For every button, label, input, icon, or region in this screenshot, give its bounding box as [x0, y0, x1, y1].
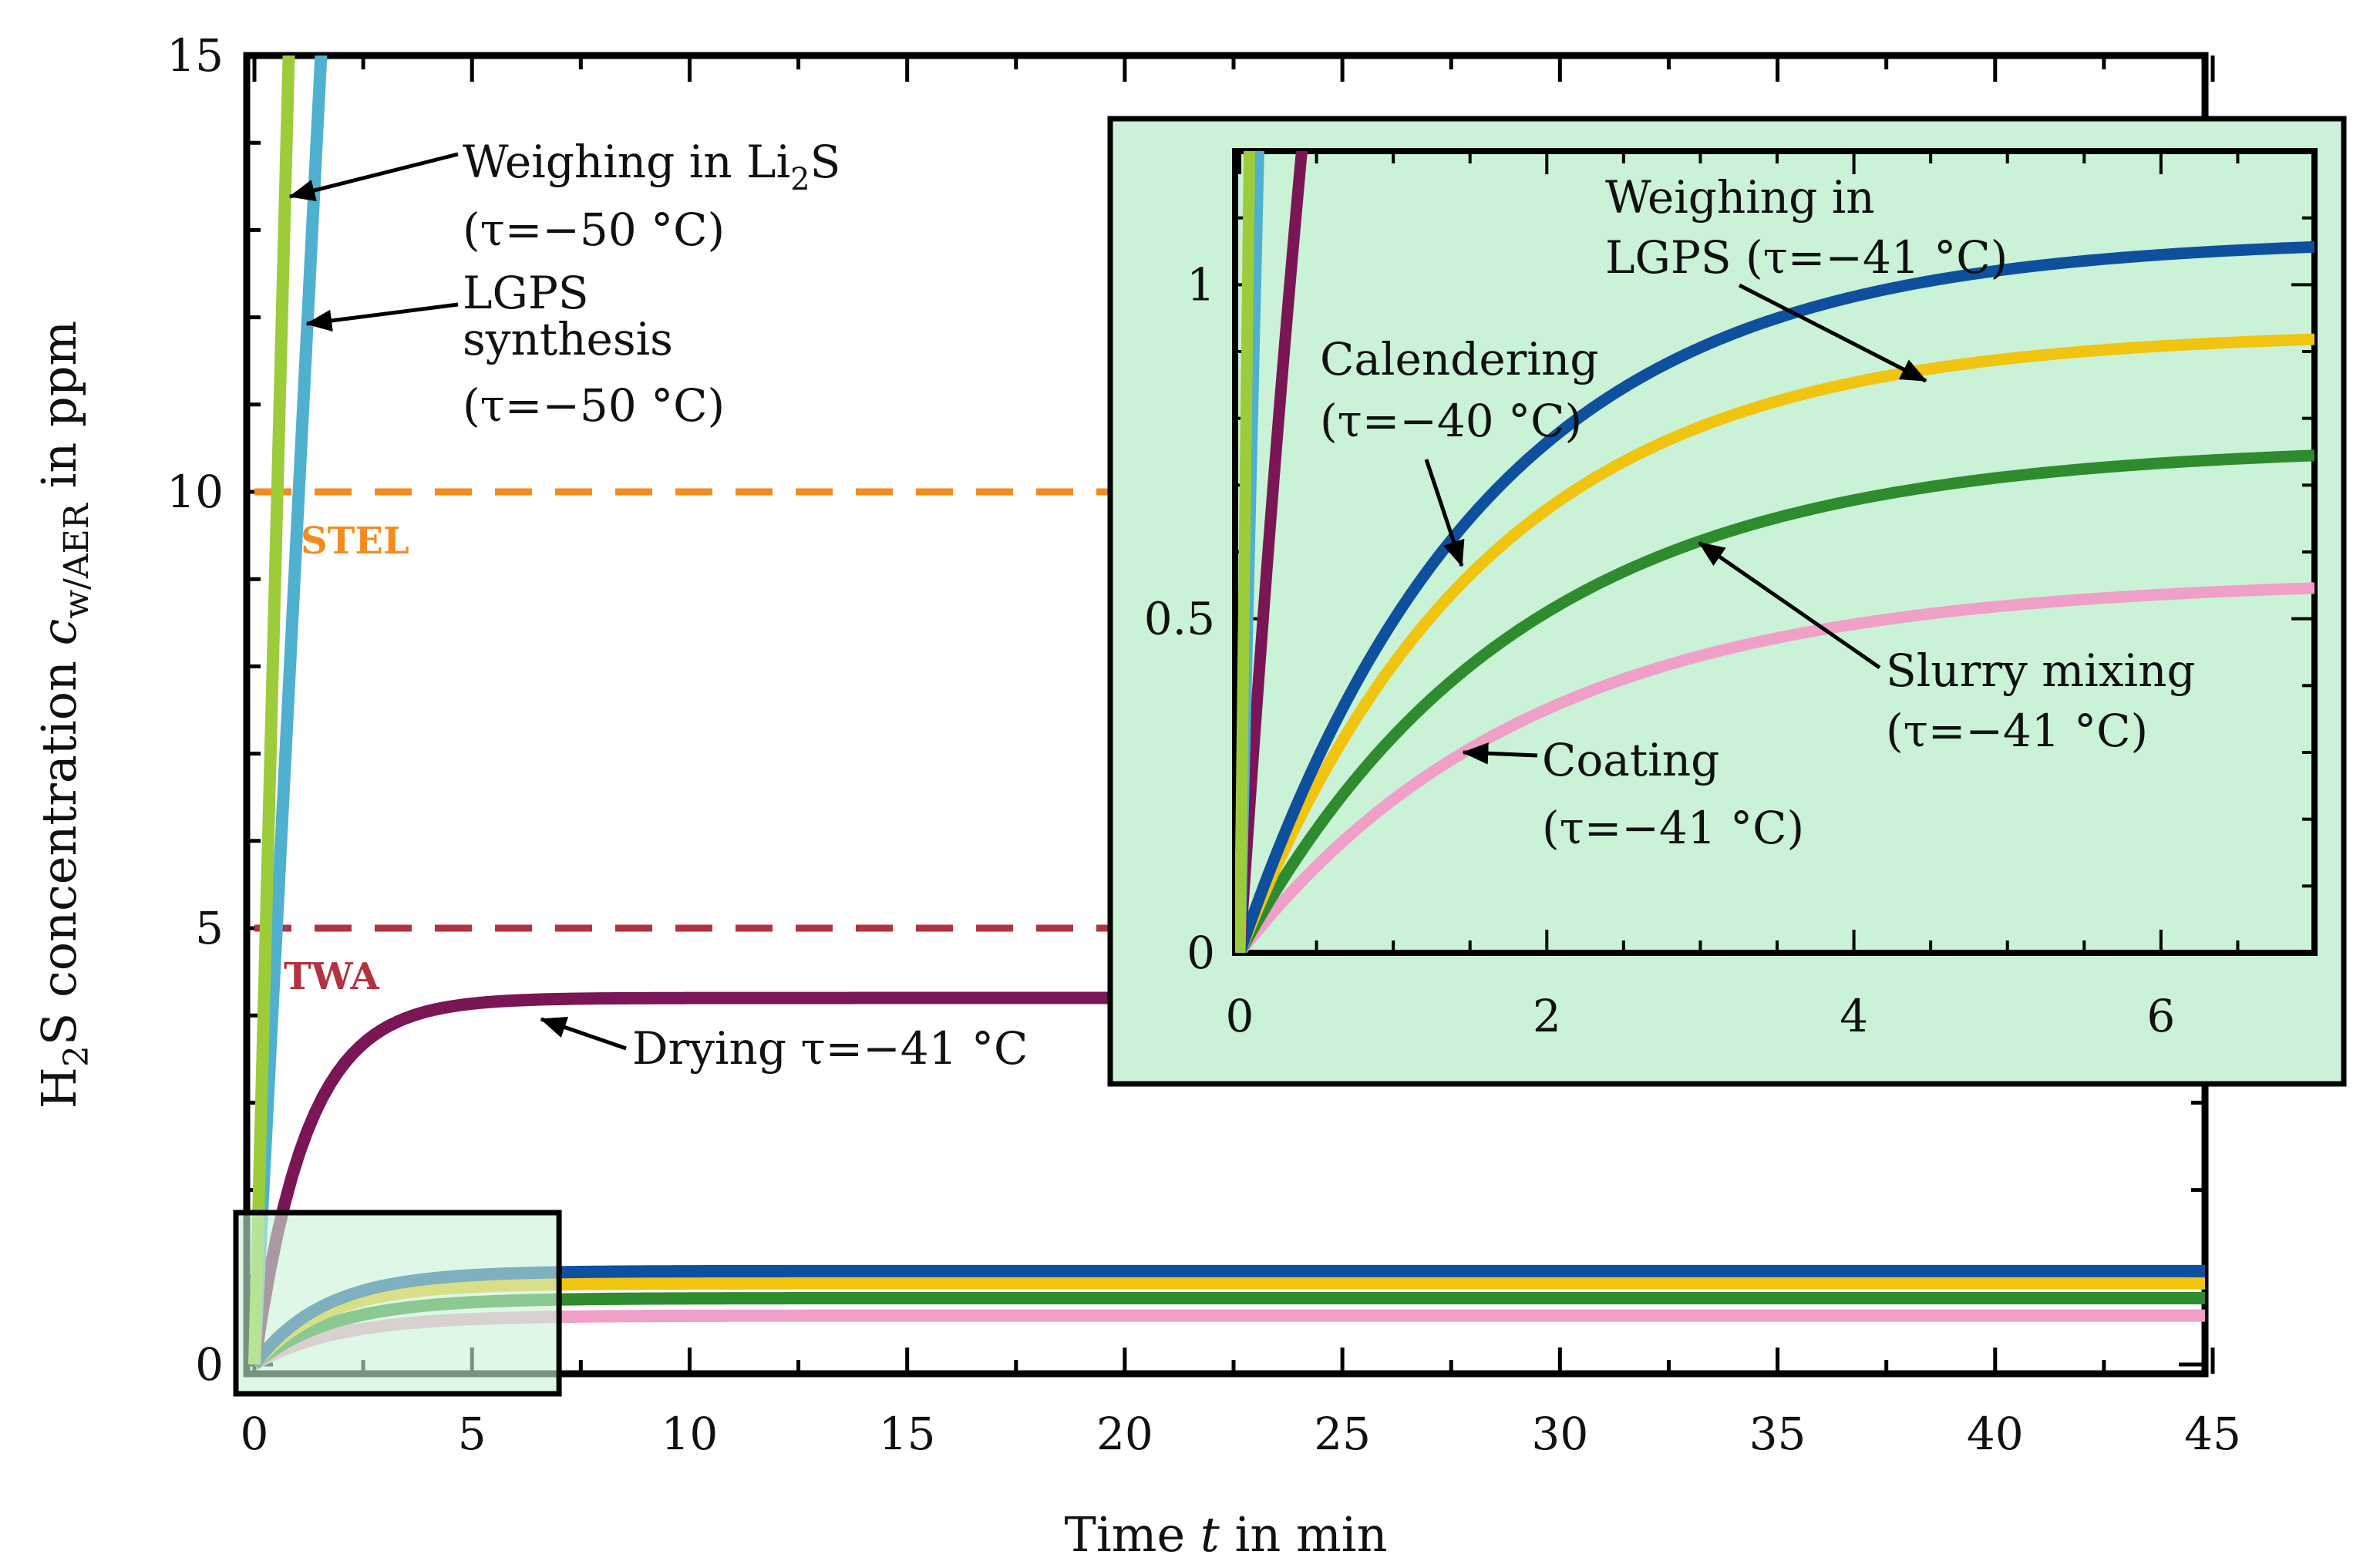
arrow-lgps-synthesis [305, 302, 459, 332]
inset-y-tick-label: 0.5 [1144, 593, 1215, 645]
inset-annotation-weighing-lgps-1: Weighing in [1605, 171, 1875, 224]
inset-x-tick-label: 2 [1533, 990, 1561, 1042]
annotation-lgps-synthesis-3: (τ=−50 °C) [463, 379, 725, 432]
y-tick-label: 5 [195, 902, 224, 954]
y-tick-label: 10 [167, 466, 224, 518]
x-tick-label: 20 [1096, 1408, 1153, 1460]
x-tick-label: 45 [2184, 1408, 2241, 1460]
inset-series-lines [1235, 151, 2314, 953]
inset-series-line-weighing-in-li2s [1235, 151, 1256, 953]
arrow-coating [1462, 742, 1538, 765]
annotation-weighing-li2s: Weighing in Li2S [463, 136, 840, 197]
x-tick-label: 0 [241, 1408, 269, 1460]
arrow-calendering [1424, 459, 1465, 567]
inset-annotation-coating-2: (τ=−41 °C) [1542, 802, 1804, 854]
inset-annotation-slurry-2: (τ=−41 °C) [1886, 705, 2148, 757]
x-axis-label: Time t in min [1064, 1506, 1387, 1563]
arrow-weighing-lgps [1738, 283, 1927, 383]
inset-x-tick-label: 4 [1840, 990, 1868, 1042]
annotation-li2s-tau: (τ=−50 °C) [463, 204, 725, 256]
x-tick-label: 15 [879, 1408, 936, 1460]
series-line-weighing-in-lgps [249, 1264, 2205, 1368]
inset-y-tick-label: 0 [1187, 927, 1215, 979]
inset-tick-labels: 0 2 4 6 0 0.5 1 [1144, 258, 2176, 1042]
arrow-drying [540, 1017, 627, 1051]
x-tick-label: 10 [662, 1408, 719, 1460]
annotation-lgps-synthesis-2: synthesis [463, 313, 673, 365]
inset-annotation-calendering-1: Calendering [1320, 333, 1598, 385]
inset-series-line-drying [1235, 151, 1308, 953]
inset-series-line-calendering [1235, 333, 2314, 953]
inset-tick-marks [1235, 150, 2316, 954]
inset-x-tick-label: 6 [2146, 990, 2175, 1042]
inset-series-line-slurry-mixing [1235, 449, 2314, 953]
x-tick-label: 30 [1531, 1408, 1588, 1460]
annotation-lgps-synthesis-1: LGPS [463, 267, 589, 319]
stel-label: STEL [301, 520, 409, 563]
inset-series-line-coating [1235, 582, 2314, 953]
inset-annotation-slurry-1: Slurry mixing [1886, 644, 2196, 697]
series-line-calendering [250, 1277, 2205, 1369]
x-tick-label: 25 [1314, 1408, 1371, 1460]
inset-series-line-weighing-in-lgps [1235, 241, 2314, 953]
series-line-slurry-mixing [250, 1291, 2205, 1370]
inset-annotation-weighing-lgps-2: LGPS (τ=−41 °C) [1605, 231, 2008, 284]
series-line-coating [251, 1309, 2205, 1370]
x-tick-label: 35 [1749, 1408, 1806, 1460]
twa-label: TWA [284, 955, 380, 998]
y-axis-label: H2S concentration cw/AER in ppm [31, 321, 96, 1109]
arrow-slurry [1698, 540, 1881, 670]
series-line-weighing-in-li2s [248, 56, 295, 1365]
y-tick-label: 15 [167, 29, 224, 82]
inset-y-tick-label: 1 [1187, 258, 1215, 311]
inset-x-tick-label: 0 [1226, 990, 1254, 1042]
inset-annotation-calendering-2: (τ=−40 °C) [1320, 395, 1582, 447]
annotation-drying: Drying τ=−41 °C [632, 1022, 1028, 1075]
x-tick-label: 5 [458, 1408, 486, 1460]
x-tick-label: 40 [1967, 1408, 2024, 1460]
y-tick-label: 0 [195, 1338, 224, 1391]
arrow-li2s [288, 152, 459, 201]
zoom-region-box [233, 1210, 562, 1397]
inset-annotation-coating-1: Coating [1542, 734, 1719, 786]
reference-lines [254, 488, 1110, 932]
